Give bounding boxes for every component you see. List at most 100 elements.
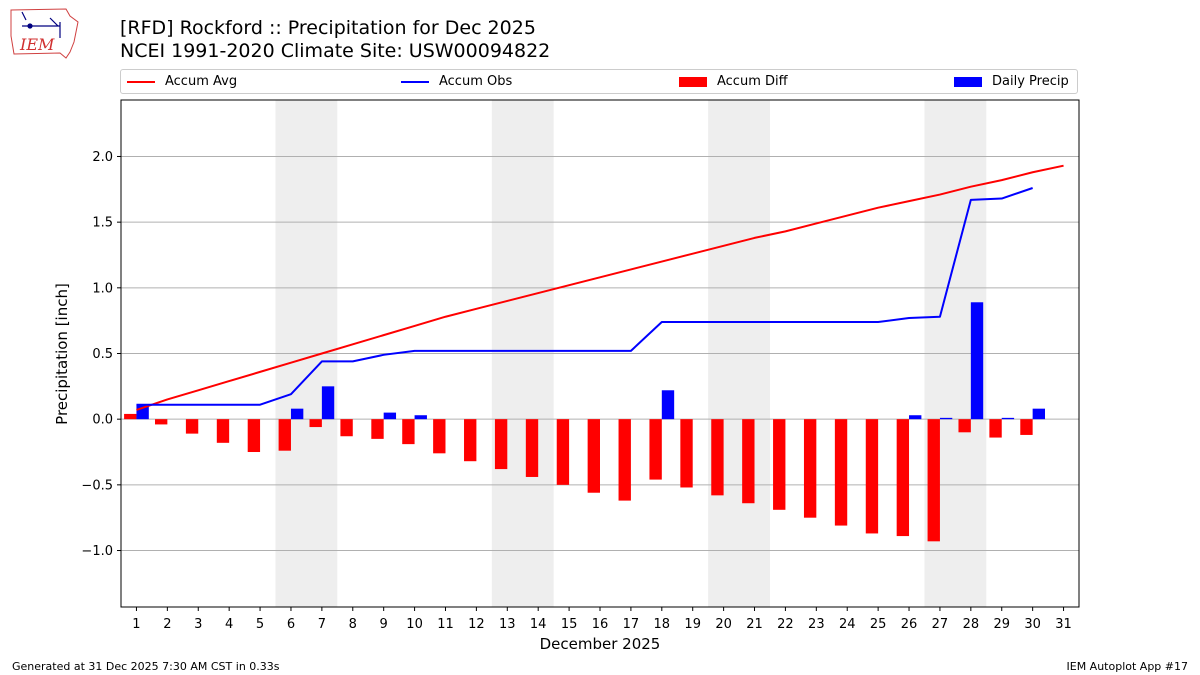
x-tick-label-4: 4 (225, 617, 233, 632)
legend-item-daily-precip: Daily Precip (954, 70, 1069, 93)
x-tick-label-7: 7 (318, 617, 326, 632)
accum-diff-bar-day-18 (649, 419, 662, 480)
y-tick-label-6: 2.0 (92, 150, 113, 165)
legend-swatch-daily-precip (954, 76, 982, 87)
x-tick-label-27: 27 (932, 617, 949, 632)
accum-diff-bar-day-13 (494, 419, 508, 470)
x-tick-label-20: 20 (715, 617, 732, 632)
footer-app-label: IEM Autoplot App #17 (1066, 660, 1189, 673)
accum-diff-bar-day-29 (989, 419, 1002, 438)
accum-diff-bar-day-8 (340, 419, 353, 437)
daily-precip-bar-day-26 (909, 415, 922, 420)
x-tick-label-17: 17 (623, 617, 640, 632)
accum-avg-line (136, 164, 1064, 411)
legend-label-accum-diff: Accum Diff (717, 74, 788, 89)
y-axis-label: Precipitation [inch] (53, 283, 71, 425)
accum-diff-bar-day-27 (927, 419, 940, 542)
x-tick-label-29: 29 (993, 617, 1010, 632)
y-tick-label-0: −1.0 (81, 544, 113, 559)
x-axis-label: December 2025 (540, 635, 661, 653)
accum-diff-bar-day-25 (865, 419, 879, 534)
daily-precip-bar-day-27 (939, 417, 953, 420)
accum-diff-bar-day-5 (247, 419, 261, 453)
x-tick-label-23: 23 (808, 617, 825, 632)
accum-diff-bar-day-26 (896, 419, 910, 537)
x-tick-label-3: 3 (194, 617, 202, 632)
legend-swatch-accum-avg (127, 80, 155, 83)
accum-diff-bar-day-23 (803, 419, 817, 518)
footer-generated-text: Generated at 31 Dec 2025 7:30 AM CST in … (12, 660, 280, 673)
accum-diff-bar-day-28 (958, 419, 971, 433)
x-tick-label-18: 18 (654, 617, 671, 632)
legend: Accum Avg Accum Obs Accum Diff Daily Pre… (120, 69, 1078, 94)
daily-precip-bar-day-30 (1032, 408, 1046, 420)
accum-diff-bar-day-12 (464, 419, 477, 462)
accum-diff-bar-day-15 (556, 419, 570, 485)
daily-precip-bar-day-7 (321, 386, 335, 420)
accum-diff-bar-day-14 (525, 419, 539, 477)
legend-swatch-accum-diff (679, 76, 707, 87)
legend-label-daily-precip: Daily Precip (992, 74, 1069, 89)
legend-swatch-accum-obs (401, 80, 429, 83)
x-tick-label-11: 11 (437, 617, 454, 632)
x-tick-label-8: 8 (349, 617, 357, 632)
accum-diff-bar-day-10 (402, 419, 415, 445)
accum-obs-line (136, 187, 1033, 406)
chart-subtitle: NCEI 1991-2020 Climate Site: USW00094822 (120, 40, 551, 62)
logo-text: IEM (19, 35, 55, 54)
daily-precip-bar-day-10 (414, 415, 427, 420)
legend-item-accum-obs: Accum Obs (401, 70, 512, 93)
accum-diff-bar-day-24 (834, 419, 848, 526)
daily-precip-bar-day-29 (1001, 417, 1015, 420)
weather-station-icon (21, 11, 61, 38)
accum-diff-bar-day-11 (433, 419, 446, 454)
x-tick-label-25: 25 (870, 617, 887, 632)
accum-diff-bar-day-30 (1020, 419, 1033, 435)
x-tick-label-26: 26 (901, 617, 918, 632)
chart-title: [RFD] Rockford :: Precipitation for Dec … (120, 17, 536, 39)
daily-precip-bar-day-18 (661, 390, 675, 420)
accum-diff-bar-day-22 (773, 419, 786, 510)
accum-diff-bar-day-19 (680, 419, 693, 488)
legend-item-accum-diff: Accum Diff (679, 70, 788, 93)
x-tick-label-21: 21 (746, 617, 763, 632)
accum-diff-bar-day-21 (742, 419, 755, 504)
x-tick-label-28: 28 (963, 617, 980, 632)
accum-diff-bar-day-6 (278, 419, 291, 451)
accum-diff-bar-day-7 (309, 419, 322, 428)
x-tick-label-24: 24 (839, 617, 856, 632)
x-tick-label-19: 19 (684, 617, 701, 632)
x-tick-label-1: 1 (132, 617, 140, 632)
iem-logo: IEM (10, 8, 79, 59)
x-tick-label-13: 13 (499, 617, 516, 632)
x-tick-label-31: 31 (1055, 617, 1072, 632)
x-tick-label-12: 12 (468, 617, 485, 632)
y-tick-label-3: 0.5 (92, 347, 113, 362)
x-tick-label-10: 10 (406, 617, 423, 632)
legend-label-accum-avg: Accum Avg (165, 74, 238, 89)
iowa-state-outline (10, 8, 79, 59)
daily-precip-bar-day-6 (290, 408, 304, 420)
legend-label-accum-obs: Accum Obs (439, 74, 513, 89)
accum-diff-bar-day-2 (154, 419, 168, 425)
x-tick-label-30: 30 (1024, 617, 1041, 632)
daily-precip-bar-day-28 (970, 302, 984, 420)
x-tick-label-22: 22 (777, 617, 794, 632)
x-tick-label-9: 9 (380, 617, 388, 632)
accum-diff-bar-day-4 (216, 419, 230, 443)
accum-diff-bar-day-1 (124, 413, 137, 420)
x-tick-label-6: 6 (287, 617, 295, 632)
accum-diff-bar-day-9 (371, 419, 384, 439)
accum-diff-bar-day-20 (711, 419, 724, 496)
accum-diff-bar-day-16 (587, 419, 600, 493)
accum-diff-bar-day-3 (185, 419, 199, 434)
legend-item-accum-avg: Accum Avg (127, 70, 237, 93)
y-tick-label-4: 1.0 (92, 281, 113, 296)
accum-diff-bar-day-17 (618, 419, 631, 501)
x-tick-label-15: 15 (561, 617, 578, 632)
x-tick-label-2: 2 (163, 617, 171, 632)
y-tick-label-5: 1.5 (92, 216, 113, 231)
x-tick-label-14: 14 (530, 617, 547, 632)
x-tick-label-16: 16 (592, 617, 609, 632)
